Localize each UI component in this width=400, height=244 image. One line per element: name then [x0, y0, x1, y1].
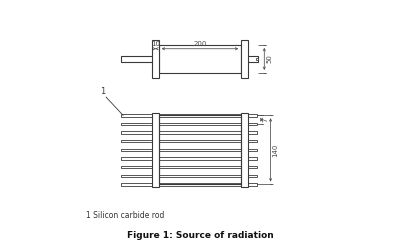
Bar — [152, 113, 159, 187]
Bar — [159, 115, 241, 184]
Bar — [121, 166, 257, 168]
Bar — [121, 140, 257, 142]
Bar — [241, 113, 248, 187]
Bar — [256, 58, 258, 60]
Bar — [121, 183, 257, 186]
Bar — [159, 45, 241, 73]
Text: Figure 1: Source of radiation: Figure 1: Source of radiation — [127, 231, 273, 240]
Bar — [121, 157, 257, 160]
Bar — [121, 123, 257, 125]
Bar — [152, 40, 159, 78]
Text: 1 Silicon carbide rod: 1 Silicon carbide rod — [86, 211, 164, 220]
Bar — [121, 56, 258, 61]
Text: 1: 1 — [100, 87, 105, 96]
Bar — [121, 149, 257, 151]
Text: 10: 10 — [151, 41, 160, 47]
Text: 200: 200 — [193, 41, 207, 47]
Text: 140: 140 — [272, 143, 278, 157]
Bar — [121, 114, 257, 117]
Bar — [241, 40, 248, 78]
Bar — [121, 132, 257, 134]
Bar — [121, 175, 257, 177]
Text: 7: 7 — [263, 117, 269, 122]
Text: 50: 50 — [266, 54, 272, 63]
